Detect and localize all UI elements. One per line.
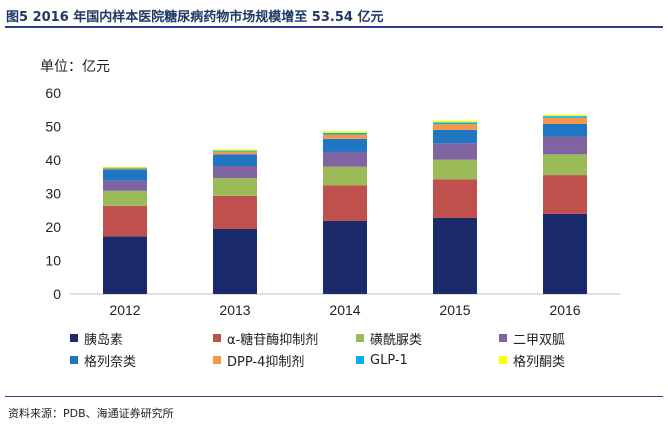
- bar-segment: [323, 166, 367, 186]
- source-note: 资料来源：PDB、海通证券研究所: [8, 407, 174, 420]
- bar-segment: [323, 220, 367, 294]
- legend-label: 二甲双胍: [513, 332, 566, 348]
- bar-segment: [103, 169, 147, 181]
- bar-segment: [433, 217, 477, 294]
- bar-segment: [543, 154, 587, 176]
- legend-swatch: [213, 334, 221, 342]
- x-tick-label: 2014: [329, 302, 360, 318]
- bar-segment: [103, 168, 147, 170]
- bar-segment: [103, 167, 147, 169]
- bar-segment: [213, 150, 257, 152]
- bar-segment: [103, 180, 147, 191]
- y-tick-label: 30: [45, 186, 61, 202]
- bar-segment: [543, 213, 587, 294]
- y-tick-label: 10: [45, 253, 61, 269]
- bar-segment: [323, 131, 367, 133]
- bar-segment: [213, 166, 257, 179]
- legend-label: α-糖苷酶抑制剂: [227, 332, 319, 348]
- legend-swatch: [356, 356, 364, 364]
- legend-label: 格列奈类: [84, 354, 137, 370]
- unit-label: 单位：亿元: [40, 59, 110, 75]
- y-tick-label: 40: [45, 152, 61, 168]
- legend-item: α-糖苷酶抑制剂: [213, 330, 356, 348]
- bar-segment: [323, 185, 367, 221]
- legend-item: 磺酰脲类: [356, 330, 499, 348]
- bar-segment: [103, 236, 147, 294]
- bar-segment: [213, 149, 257, 151]
- y-tick-label: 60: [45, 85, 61, 101]
- legend-item: 格列酮类: [499, 352, 642, 370]
- bar-segment: [433, 159, 477, 180]
- bar-segment: [543, 114, 587, 117]
- bar-segment: [433, 143, 477, 160]
- legend-item: 胰岛素: [70, 330, 213, 348]
- title-rule: [5, 26, 663, 28]
- figure-title: 图5 2016 年国内样本医院糖尿病药物市场规模增至 53.54 亿元: [6, 10, 384, 25]
- bar-segment: [323, 134, 367, 139]
- bar-segment: [323, 151, 367, 167]
- bar-segment: [323, 132, 367, 135]
- legend-label: GLP-1: [370, 352, 408, 368]
- bar-segment: [213, 178, 257, 196]
- legend-swatch: [499, 334, 507, 342]
- bar-segment: [433, 129, 477, 144]
- y-tick-label: 0: [53, 286, 61, 302]
- bar-segment: [543, 123, 587, 137]
- bar-segment: [543, 175, 587, 214]
- legend-item: GLP-1: [356, 352, 499, 368]
- legend-swatch: [213, 356, 221, 364]
- legend-label: 格列酮类: [513, 354, 566, 370]
- bar-segment: [433, 179, 477, 218]
- x-tick-label: 2012: [109, 302, 140, 318]
- legend-label: 胰岛素: [84, 332, 124, 348]
- bar-segment: [543, 136, 587, 155]
- bar-segment: [213, 229, 257, 294]
- legend-swatch: [70, 356, 78, 364]
- bar-segment: [103, 205, 147, 237]
- bar-segment: [103, 190, 147, 206]
- bar-segment: [213, 154, 257, 167]
- y-tick-label: 20: [45, 219, 61, 235]
- bar-segment: [213, 151, 257, 155]
- legend-swatch: [499, 356, 507, 364]
- bar-segment: [213, 195, 257, 230]
- x-tick-label: 2016: [549, 302, 580, 318]
- legend-item: DPP-4抑制剂: [213, 352, 356, 370]
- bar-segment: [433, 120, 477, 123]
- source-rule: [5, 396, 663, 397]
- legend-item: 二甲双胍: [499, 330, 642, 348]
- stacked-bar-chart: 0 10 20 30 40 50 60 2012 2013 2014 2015 2016: [45, 85, 620, 318]
- bar-segment: [433, 122, 477, 125]
- x-tick-label: 2015: [439, 302, 470, 318]
- chart-legend: 胰岛素 α-糖苷酶抑制剂 磺酰脲类 二甲双胍格列奈类 DPP-4抑制剂 GLP-1 格列酮类: [70, 330, 630, 370]
- legend-label: 磺酰脲类: [370, 332, 423, 348]
- legend-label: DPP-4抑制剂: [227, 354, 305, 370]
- bar-segment: [103, 166, 147, 168]
- bar-segment: [543, 117, 587, 124]
- bar-segment: [323, 138, 367, 152]
- bar-segment: [543, 116, 587, 118]
- x-tick-label: 2013: [219, 302, 250, 318]
- legend-swatch: [70, 334, 78, 342]
- legend-item: 格列奈类: [70, 352, 213, 370]
- legend-swatch: [356, 334, 364, 342]
- bar-segment: [433, 124, 477, 130]
- y-tick-label: 50: [45, 119, 61, 135]
